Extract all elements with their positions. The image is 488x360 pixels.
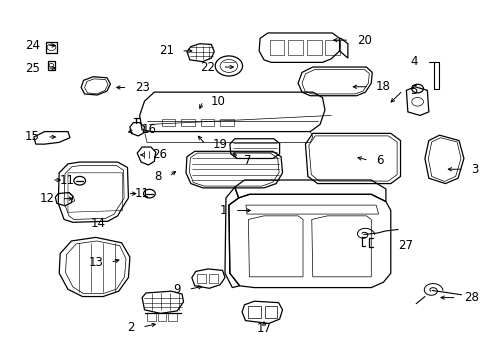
Text: 21: 21 [159, 44, 173, 57]
Text: 7: 7 [244, 154, 251, 167]
Text: 15: 15 [25, 130, 40, 144]
Text: 5: 5 [409, 84, 417, 97]
Text: 28: 28 [463, 291, 478, 304]
Text: 1: 1 [220, 204, 227, 217]
Text: 8: 8 [154, 170, 161, 183]
Text: 27: 27 [397, 239, 412, 252]
Text: 23: 23 [135, 81, 149, 94]
Text: 19: 19 [212, 138, 227, 150]
Bar [47, 60, 55, 69]
Text: 11: 11 [135, 187, 149, 200]
Text: 10: 10 [210, 95, 225, 108]
Text: 17: 17 [256, 322, 271, 335]
Text: 11: 11 [59, 174, 74, 186]
Text: 6: 6 [375, 154, 383, 167]
Bar [46, 42, 57, 53]
Text: 12: 12 [39, 192, 54, 205]
Text: 2: 2 [127, 320, 135, 333]
Text: 18: 18 [375, 80, 390, 93]
Text: 22: 22 [200, 60, 215, 73]
Text: 26: 26 [152, 148, 166, 161]
Text: 14: 14 [91, 216, 106, 230]
Text: 13: 13 [88, 256, 103, 269]
Text: 25: 25 [25, 62, 40, 75]
Text: 24: 24 [25, 39, 40, 52]
Text: 3: 3 [470, 163, 478, 176]
Text: 16: 16 [142, 123, 157, 136]
Text: 20: 20 [356, 33, 371, 47]
Text: 9: 9 [173, 283, 181, 296]
Text: 4: 4 [409, 55, 417, 68]
